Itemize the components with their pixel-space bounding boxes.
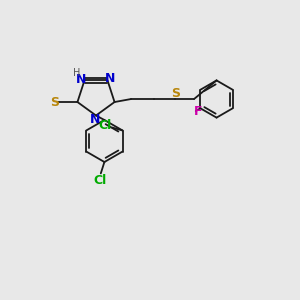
Text: S: S [50, 95, 59, 109]
Text: S: S [171, 87, 180, 100]
Text: N: N [90, 112, 100, 126]
Text: H: H [73, 68, 80, 78]
Text: N: N [105, 72, 116, 85]
Text: Cl: Cl [94, 173, 107, 187]
Text: N: N [76, 73, 86, 86]
Text: Cl: Cl [99, 118, 112, 132]
Text: F: F [194, 105, 202, 118]
